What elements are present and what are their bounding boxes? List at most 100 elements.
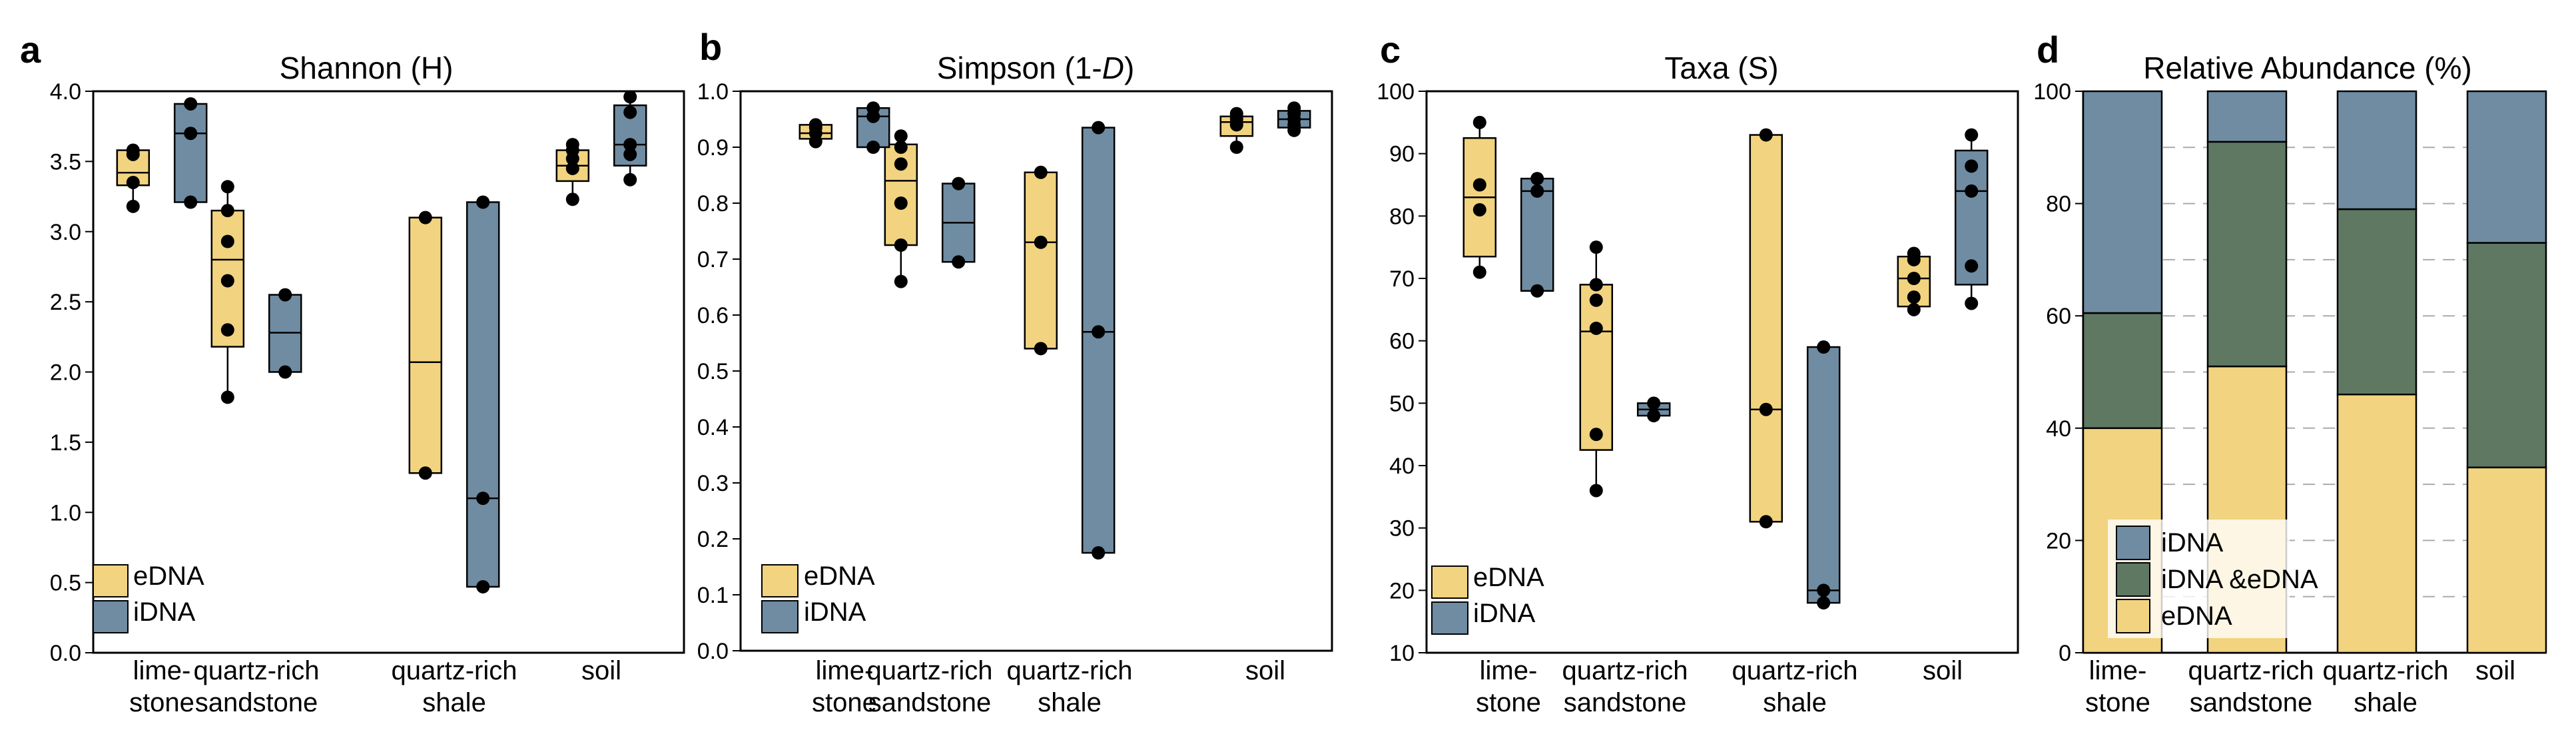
x-category-label: shale (2354, 688, 2417, 717)
legend-label-idna: iDNA (133, 597, 196, 627)
panel-a: a Shannon (H) 0.0 0.5 1.0 1.5 2.0 2.5 3.0 3.5 4.0 l… (20, 29, 685, 717)
box-idna (1277, 101, 1311, 137)
y-tick-label: 3.5 (50, 149, 81, 175)
data-point (1034, 342, 1048, 356)
y-tick-label: 2.5 (50, 290, 81, 315)
y-tick-label: 1.0 (50, 500, 81, 526)
legend-swatch-edna (2116, 599, 2150, 633)
y-tick-label: 0.0 (50, 641, 81, 666)
data-point (1647, 409, 1661, 423)
data-point (623, 147, 637, 161)
y-tick-label: 50 (1389, 391, 1415, 416)
data-point (623, 138, 637, 152)
data-point (418, 466, 432, 480)
legend-label-edna: eDNA (133, 561, 204, 591)
data-point (894, 129, 908, 143)
y-tick-label: 3.0 (50, 220, 81, 245)
legend-label-idna: iDNA (2161, 528, 2224, 558)
data-point (565, 138, 579, 152)
box-idna (941, 177, 976, 269)
box-edna (1462, 115, 1497, 279)
data-point (1965, 259, 1979, 273)
x-category-label: soil (581, 656, 621, 685)
bar-segment-idnaedna (2206, 141, 2288, 368)
data-point (1472, 202, 1486, 216)
data-point (476, 195, 490, 209)
y-tick-label: 0.8 (697, 191, 729, 216)
data-point (565, 192, 579, 206)
legend-swatch-both (2116, 562, 2150, 597)
y-tick-label: 100 (2033, 79, 2071, 105)
x-category-label: quartz-rich (392, 656, 517, 685)
data-point (1589, 240, 1603, 254)
data-point (1229, 141, 1243, 154)
y-tick-label: 40 (2046, 416, 2071, 442)
data-point (1647, 396, 1661, 410)
data-point (1817, 596, 1831, 610)
bar-segment-idna (2206, 90, 2288, 143)
box-edna (1897, 246, 1931, 316)
box-idna (268, 288, 302, 379)
data-point (220, 390, 234, 404)
box-idna (1636, 396, 1671, 423)
legend-label-edna: eDNA (1473, 563, 1544, 592)
x-category-label: quartz-rich (1562, 656, 1688, 685)
x-category-label: stone (129, 688, 194, 717)
y-tick-label: 0.6 (697, 303, 729, 328)
y-tick-label: 20 (2046, 528, 2071, 554)
data-point (476, 579, 490, 593)
y-tick-label: 0.5 (50, 571, 81, 596)
x-category-label: shale (422, 688, 486, 717)
data-point (476, 492, 490, 506)
panel-c: c Taxa (S) 10 20 30 40 50 60 70 80 90 100 lime-stone… (1377, 29, 2019, 717)
data-point (1817, 583, 1831, 597)
data-point (1589, 484, 1603, 498)
panel-letter: a (20, 29, 41, 71)
data-point (1759, 128, 1773, 142)
y-tick-label: 40 (1389, 454, 1415, 479)
data-point (1530, 172, 1544, 186)
y-tick-label: 4.0 (50, 79, 81, 105)
y-tick-label: 0.3 (697, 471, 729, 496)
box-edna (1579, 240, 1614, 498)
data-point (184, 195, 198, 209)
legend-swatch-edna (93, 564, 129, 597)
data-point (1472, 115, 1486, 129)
data-point (1530, 184, 1544, 198)
box-body (1024, 171, 1058, 350)
box-body (408, 216, 443, 474)
data-point (623, 90, 637, 104)
y-tick-label: 0.7 (697, 247, 729, 272)
box-edna (1749, 128, 1783, 529)
y-tick-label: 0.9 (697, 135, 729, 161)
data-point (1092, 121, 1106, 135)
data-point (952, 177, 966, 190)
x-category-label: soil (2475, 656, 2515, 685)
data-point (1589, 293, 1603, 307)
legend-label-both: iDNA &eDNA (2161, 565, 2318, 594)
panel-d: d Relative Abundance (%) 0 20 40 60 80 100 lime-… (2033, 29, 2547, 717)
x-category-label: quartz-rich (867, 656, 993, 685)
chart-title: Taxa (S) (1664, 51, 1778, 85)
box-edna (884, 129, 918, 288)
data-point (894, 157, 908, 171)
box-edna (555, 138, 590, 206)
title-prefix: Simpson (1- (937, 51, 1102, 85)
box-body (1579, 284, 1614, 451)
box-idna (173, 97, 208, 209)
data-point (1907, 246, 1921, 260)
plot-area (92, 90, 685, 654)
x-category-label: lime- (1480, 656, 1538, 685)
data-point (1907, 290, 1921, 304)
y-tick-label: 60 (2046, 304, 2071, 329)
y-tick-label: 2.0 (50, 360, 81, 386)
x-category-label: shale (1038, 688, 1102, 717)
x-category-label: soil (1245, 656, 1285, 685)
data-point (220, 204, 234, 218)
box-edna (1219, 107, 1254, 154)
bar-segment-edna (2466, 466, 2547, 654)
data-point (866, 141, 880, 154)
data-point (126, 175, 140, 189)
data-point (894, 141, 908, 154)
data-point (220, 323, 234, 337)
